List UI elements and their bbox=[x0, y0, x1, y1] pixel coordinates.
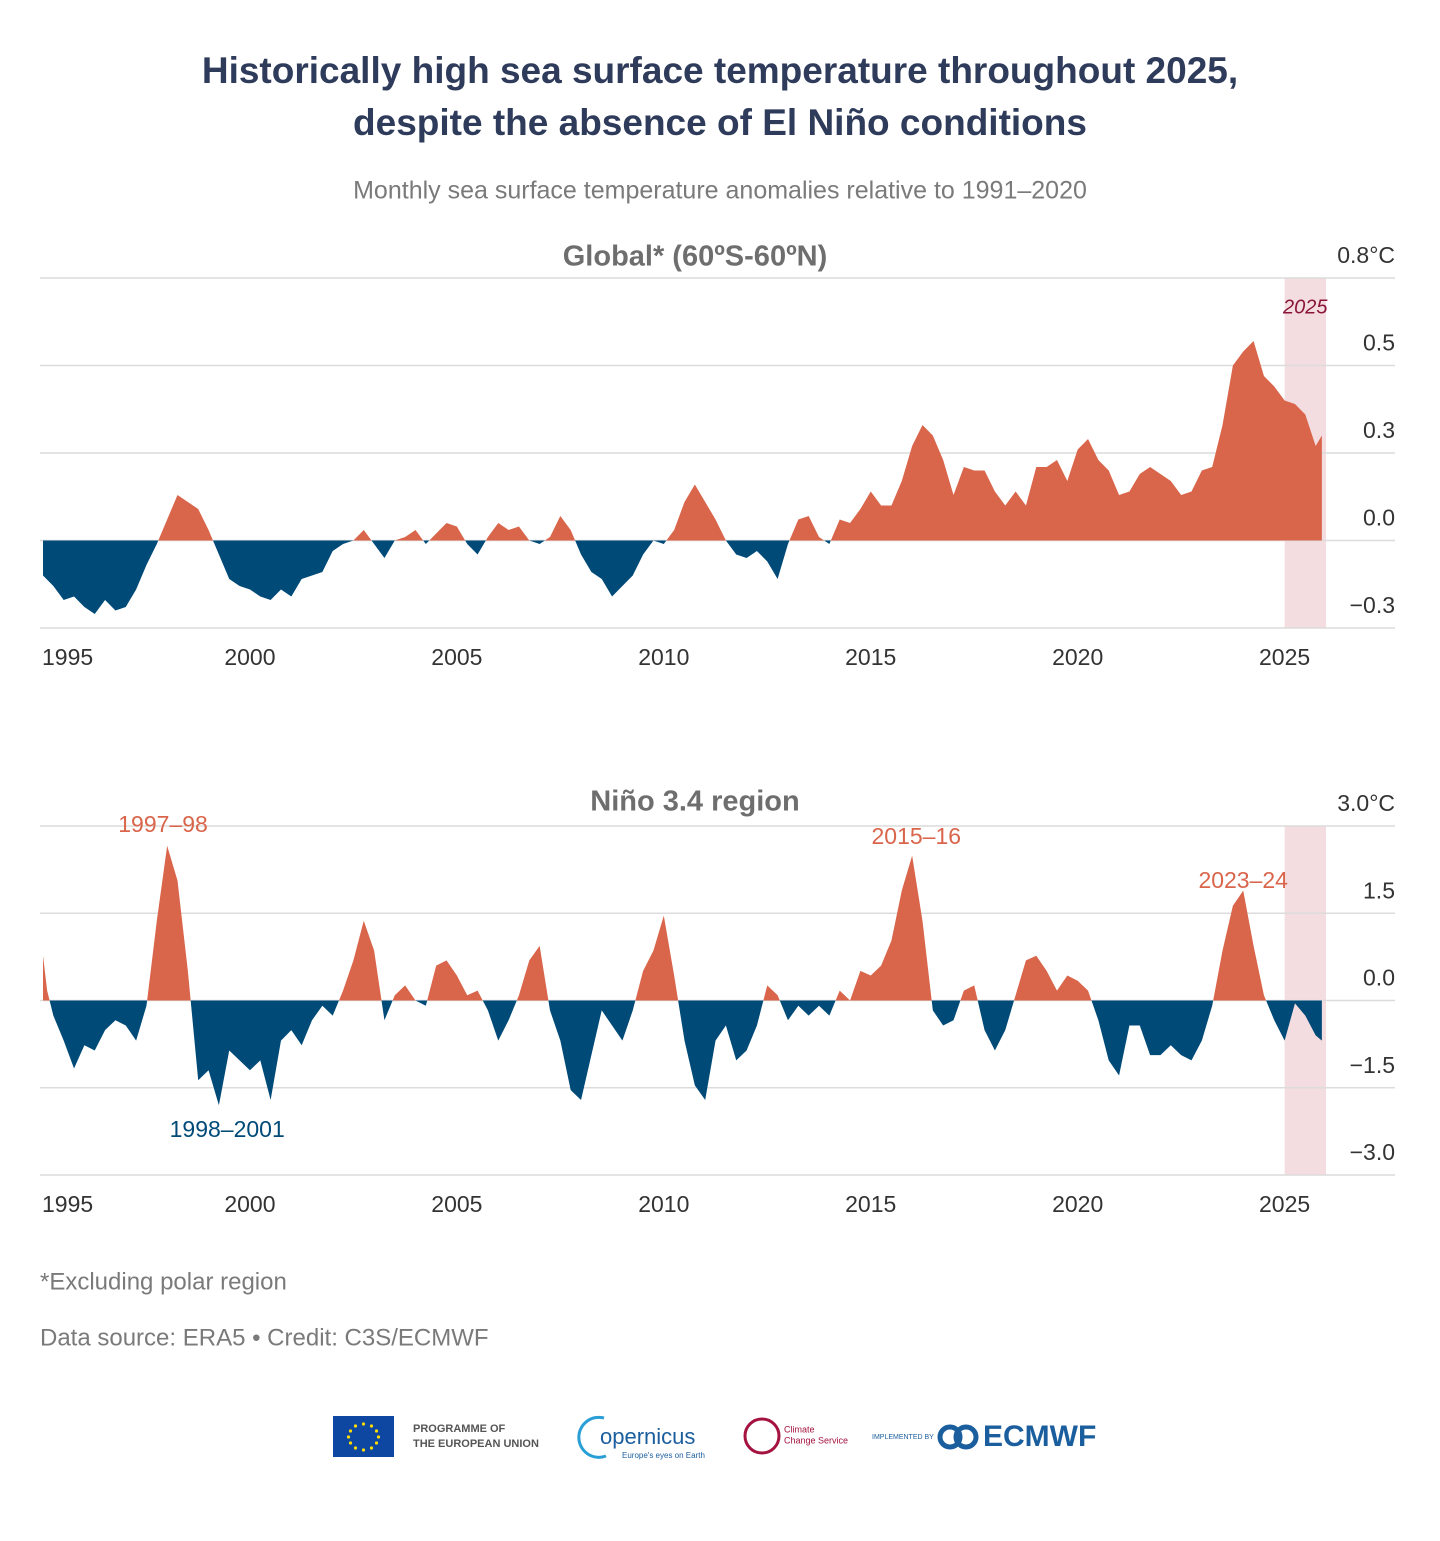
chart: 2025 0.8°C 0.5 0.3 0.0 −0.3 1995 2000 2005 2010 20… bbox=[40, 241, 1395, 670]
area-negative bbox=[43, 1000, 1322, 1106]
x-tick-label: 2010 bbox=[638, 1191, 689, 1217]
x-tick-label: 2025 bbox=[1259, 1191, 1310, 1217]
annotation: 2015–16 bbox=[871, 823, 961, 849]
x-tick-label: 2015 bbox=[845, 644, 896, 670]
annotation: 1998–2001 bbox=[170, 1116, 285, 1142]
y-tick-label: 3.0°C bbox=[1337, 790, 1395, 816]
logos: PROGRAMME OF THE EUROPEAN UNION opernicu… bbox=[333, 1415, 1096, 1460]
charts: 2025 0.8°C 0.5 0.3 0.0 −0.3 1995 2000 2005 2010 20… bbox=[40, 241, 1395, 1217]
x-tick-label: 2005 bbox=[431, 644, 482, 670]
chart-title: Global* (60ºS-60ºN) bbox=[563, 241, 828, 273]
x-tick-label: 2015 bbox=[845, 1191, 896, 1217]
y-tick-label: 1.5 bbox=[1363, 877, 1395, 903]
x-tick-label: 2010 bbox=[638, 644, 689, 670]
y-tick-label: −1.5 bbox=[1350, 1052, 1395, 1078]
annotation: 1997–98 bbox=[118, 811, 208, 837]
c3s-text: Climate bbox=[784, 1424, 815, 1434]
chart-title: Niño 3.4 region bbox=[590, 786, 799, 818]
x-tick-label: 2020 bbox=[1052, 1191, 1103, 1217]
ecmwf-text: ECMWF bbox=[983, 1420, 1096, 1453]
source: Data source: ERA5 • Credit: C3S/ECMWF bbox=[40, 1324, 489, 1351]
highlight-label: 2025 bbox=[1282, 296, 1328, 318]
y-tick-label: 0.0 bbox=[1363, 965, 1395, 991]
x-tick-label: 2020 bbox=[1052, 644, 1103, 670]
y-tick-label: −0.3 bbox=[1350, 592, 1395, 618]
area-negative bbox=[43, 540, 1322, 614]
ecmwf-icon bbox=[937, 1424, 963, 1450]
area-positive bbox=[43, 341, 1322, 541]
title: Historically high sea surface temperatur… bbox=[202, 50, 1238, 91]
x-tick-label: 2000 bbox=[224, 644, 275, 670]
title: despite the absence of El Niño condition… bbox=[353, 102, 1087, 143]
x-tick-label: 1995 bbox=[42, 1191, 93, 1217]
footnote: *Excluding polar region bbox=[40, 1268, 287, 1295]
area-positive bbox=[43, 845, 1322, 1001]
x-tick-label: 2000 bbox=[224, 1191, 275, 1217]
copernicus-tagline: Europe's eyes on Earth bbox=[622, 1451, 705, 1460]
implemented-text: IMPLEMENTED BY bbox=[872, 1434, 934, 1441]
subtitle: Monthly sea surface temperature anomalie… bbox=[353, 177, 1087, 205]
eu-text: PROGRAMME OF bbox=[413, 1423, 506, 1435]
chart: 3.0°C 1.5 0.0 −1.5 −3.0 1995 2000 2005 2010 2015 2… bbox=[40, 786, 1395, 1217]
c3s-text: Change Service bbox=[784, 1435, 848, 1445]
y-tick-label: 0.0 bbox=[1363, 505, 1395, 531]
ecmwf-icon bbox=[953, 1424, 979, 1450]
y-tick-label: −3.0 bbox=[1350, 1139, 1395, 1165]
c3s-icon bbox=[743, 1417, 781, 1455]
copernicus-arc bbox=[577, 1415, 607, 1459]
x-tick-label: 2005 bbox=[431, 1191, 482, 1217]
y-tick-label: 0.5 bbox=[1363, 330, 1395, 356]
x-tick-label: 1995 bbox=[42, 644, 93, 670]
y-tick-label: 0.8°C bbox=[1337, 242, 1395, 268]
x-tick-label: 2025 bbox=[1259, 644, 1310, 670]
annotation: 2023–24 bbox=[1198, 867, 1288, 893]
copernicus-text: opernicus bbox=[600, 1424, 695, 1449]
y-tick-label: 0.3 bbox=[1363, 417, 1395, 443]
eu-text: THE EUROPEAN UNION bbox=[413, 1438, 539, 1450]
eu-stars bbox=[346, 1422, 381, 1452]
